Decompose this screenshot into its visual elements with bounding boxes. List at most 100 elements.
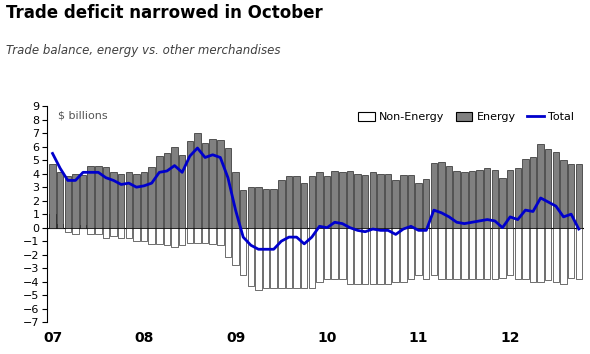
- Bar: [507, 170, 513, 228]
- Bar: [95, 228, 101, 234]
- Bar: [270, 189, 277, 228]
- Bar: [225, 228, 231, 257]
- Bar: [369, 172, 376, 228]
- Bar: [568, 164, 575, 228]
- Bar: [560, 160, 567, 228]
- Bar: [103, 228, 109, 239]
- Bar: [553, 228, 559, 282]
- Bar: [50, 164, 56, 228]
- Bar: [545, 149, 552, 228]
- Bar: [468, 228, 475, 279]
- Bar: [362, 228, 369, 284]
- Bar: [149, 228, 155, 244]
- Bar: [232, 172, 239, 228]
- Bar: [560, 228, 567, 284]
- Bar: [484, 168, 490, 228]
- Bar: [491, 228, 498, 279]
- Bar: [156, 228, 163, 244]
- Bar: [309, 176, 315, 228]
- Bar: [202, 228, 208, 242]
- Bar: [217, 140, 224, 228]
- Bar: [369, 228, 376, 284]
- Bar: [332, 228, 338, 279]
- Bar: [446, 166, 453, 228]
- Bar: [248, 228, 254, 286]
- Bar: [149, 167, 155, 228]
- Bar: [141, 228, 148, 241]
- Bar: [225, 148, 231, 228]
- Bar: [522, 159, 529, 228]
- Bar: [530, 158, 536, 228]
- Bar: [186, 141, 193, 228]
- Text: Trade balance, energy vs. other merchandises: Trade balance, energy vs. other merchand…: [6, 44, 280, 57]
- Bar: [118, 228, 124, 239]
- Bar: [324, 228, 330, 279]
- Bar: [362, 175, 369, 228]
- Bar: [72, 174, 78, 228]
- Bar: [484, 228, 490, 279]
- Bar: [50, 214, 56, 228]
- Legend: Non-Energy, Energy, Total: Non-Energy, Energy, Total: [353, 107, 579, 127]
- Bar: [568, 228, 575, 278]
- Bar: [293, 176, 300, 228]
- Bar: [72, 228, 78, 234]
- Bar: [278, 228, 284, 289]
- Bar: [64, 228, 71, 232]
- Bar: [408, 175, 414, 228]
- Bar: [163, 153, 170, 228]
- Bar: [293, 228, 300, 289]
- Bar: [209, 228, 216, 244]
- Bar: [240, 228, 247, 275]
- Bar: [301, 228, 307, 289]
- Bar: [87, 228, 94, 234]
- Bar: [385, 174, 391, 228]
- Bar: [80, 175, 86, 228]
- Bar: [103, 167, 109, 228]
- Bar: [209, 139, 216, 228]
- Bar: [545, 228, 552, 280]
- Bar: [514, 228, 521, 279]
- Bar: [133, 228, 140, 241]
- Bar: [179, 155, 185, 228]
- Bar: [87, 166, 94, 228]
- Bar: [431, 228, 437, 275]
- Bar: [392, 228, 399, 282]
- Bar: [537, 228, 544, 282]
- Bar: [118, 174, 124, 228]
- Bar: [355, 228, 361, 284]
- Bar: [476, 170, 483, 228]
- Bar: [126, 172, 132, 228]
- Bar: [400, 175, 407, 228]
- Bar: [446, 228, 453, 279]
- Bar: [286, 176, 292, 228]
- Bar: [385, 228, 391, 284]
- Bar: [537, 144, 544, 228]
- Bar: [202, 143, 208, 228]
- Bar: [415, 228, 422, 275]
- Bar: [377, 228, 384, 284]
- Bar: [171, 147, 178, 228]
- Bar: [499, 228, 506, 278]
- Bar: [408, 228, 414, 279]
- Bar: [476, 228, 483, 279]
- Bar: [507, 228, 513, 275]
- Bar: [126, 228, 132, 239]
- Bar: [431, 163, 437, 228]
- Bar: [57, 224, 63, 228]
- Bar: [301, 183, 307, 228]
- Bar: [255, 187, 262, 228]
- Bar: [423, 179, 430, 228]
- Bar: [575, 164, 582, 228]
- Text: $ billions: $ billions: [58, 110, 107, 120]
- Bar: [110, 172, 117, 228]
- Bar: [339, 172, 346, 228]
- Bar: [423, 228, 430, 279]
- Bar: [248, 187, 254, 228]
- Bar: [438, 228, 445, 279]
- Bar: [263, 189, 269, 228]
- Bar: [255, 228, 262, 290]
- Bar: [514, 168, 521, 228]
- Bar: [339, 228, 346, 279]
- Bar: [263, 228, 269, 289]
- Bar: [95, 166, 101, 228]
